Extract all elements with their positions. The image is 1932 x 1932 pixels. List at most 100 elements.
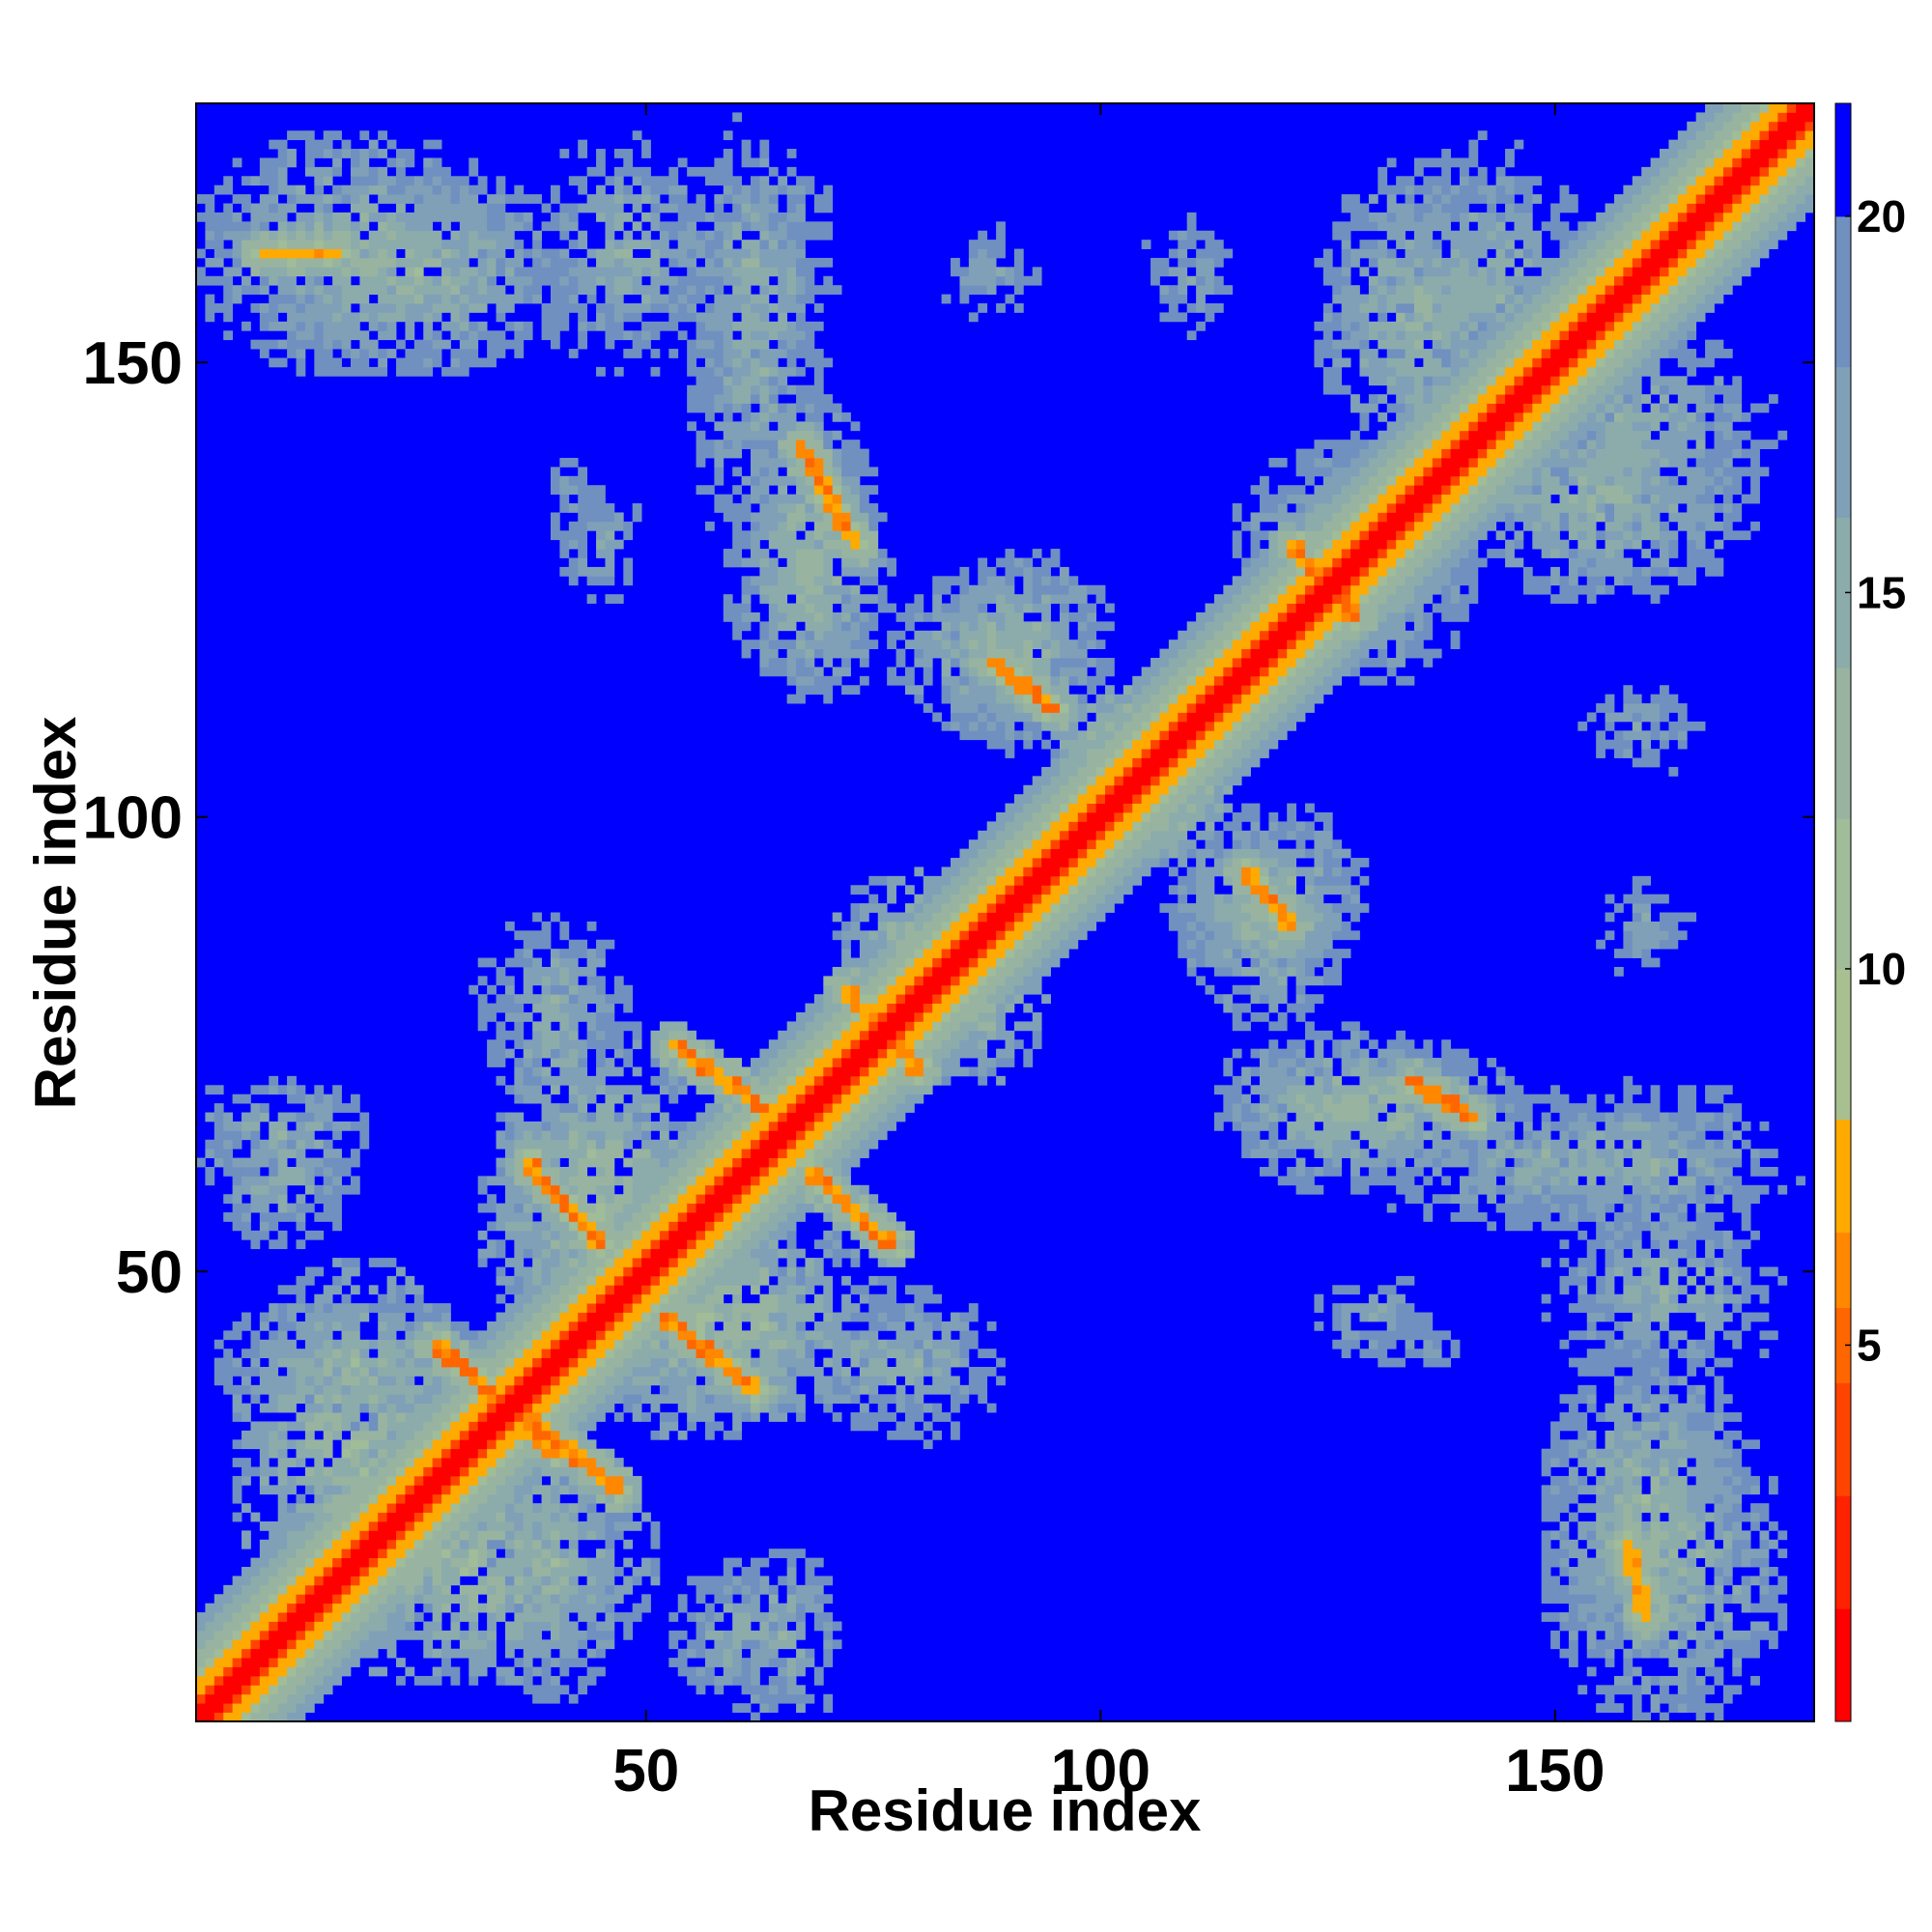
heatmap-cell <box>504 1176 515 1186</box>
heatmap-cell <box>223 1693 234 1704</box>
heatmap-cell <box>741 212 752 222</box>
heatmap-cell <box>359 1612 370 1622</box>
heatmap-cell <box>650 1530 661 1541</box>
heatmap-cell <box>386 1376 397 1386</box>
heatmap-cell <box>532 1003 542 1013</box>
heatmap-cell <box>568 1103 579 1113</box>
heatmap-cell <box>677 1039 688 1050</box>
heatmap-cell <box>514 285 525 296</box>
heatmap-cell <box>232 1512 242 1522</box>
heatmap-cell <box>632 221 642 232</box>
heatmap-cell <box>550 275 560 286</box>
heatmap-cell <box>596 1085 606 1095</box>
heatmap-cell <box>613 1466 624 1477</box>
heatmap-cell <box>687 1421 696 1432</box>
heatmap-cell <box>641 1130 651 1141</box>
heatmap-cell <box>469 1639 479 1650</box>
heatmap-cell <box>532 1139 542 1150</box>
heatmap-cell <box>269 1303 279 1313</box>
heatmap-cell <box>523 1412 533 1422</box>
heatmap-cell <box>704 1103 715 1113</box>
heatmap-cell <box>796 475 806 486</box>
heatmap-cell <box>586 1285 597 1295</box>
heatmap-cell <box>405 1557 415 1568</box>
heatmap-cell <box>586 1493 597 1504</box>
heatmap-cell <box>732 1194 743 1205</box>
heatmap-cell <box>441 1339 451 1350</box>
heatmap-cell <box>586 1339 597 1350</box>
heatmap-cell <box>768 1139 779 1150</box>
heatmap-cell <box>332 321 342 331</box>
heatmap-cell <box>668 1058 679 1067</box>
heatmap-cell <box>759 648 770 659</box>
heatmap-cell <box>550 1685 560 1695</box>
heatmap-cell <box>768 1176 779 1186</box>
heatmap-cell <box>287 1594 297 1605</box>
heatmap-cell <box>550 1312 560 1322</box>
heatmap-cell <box>477 1493 488 1504</box>
heatmap-cell <box>704 1666 715 1677</box>
heatmap-cell <box>514 1512 525 1522</box>
heatmap-cell <box>269 357 279 368</box>
heatmap-cell <box>469 357 479 368</box>
heatmap-cell <box>432 1603 442 1613</box>
heatmap-cell <box>232 1384 242 1395</box>
heatmap-cell <box>296 1275 306 1286</box>
heatmap-cell <box>559 1139 570 1150</box>
heatmap-cell <box>650 203 661 213</box>
heatmap-cell <box>659 1212 669 1222</box>
heatmap-cell <box>677 1058 688 1067</box>
heatmap-cell <box>477 1230 488 1240</box>
heatmap-cell <box>413 1584 424 1595</box>
heatmap-cell <box>496 994 506 1004</box>
heatmap-cell <box>687 1176 696 1186</box>
heatmap-cell <box>459 357 469 368</box>
heatmap-cell <box>659 1121 669 1131</box>
heatmap-cell <box>768 1685 779 1695</box>
heatmap-cell <box>196 1621 206 1632</box>
heatmap-cell <box>341 1293 352 1304</box>
heatmap-cell <box>487 1520 497 1531</box>
heatmap-cell <box>304 1275 315 1286</box>
heatmap-cell <box>432 1675 442 1686</box>
heatmap-cell <box>487 1630 497 1640</box>
heatmap-cell <box>586 1448 597 1459</box>
heatmap-cell <box>559 1112 570 1122</box>
heatmap-cell <box>751 1384 760 1395</box>
heatmap-cell <box>242 230 251 241</box>
heatmap-cell <box>541 1530 552 1541</box>
heatmap-cell <box>559 1021 570 1032</box>
heatmap-cell <box>768 403 779 413</box>
heatmap-cell <box>778 1157 788 1168</box>
heatmap-cell <box>532 1149 542 1158</box>
heatmap-cell <box>568 1248 579 1259</box>
heatmap-cell <box>242 1539 251 1549</box>
heatmap-cell <box>277 185 288 195</box>
heatmap-cell <box>477 1530 488 1541</box>
heatmap-cell <box>550 1421 560 1432</box>
heatmap-cell <box>523 1275 533 1286</box>
heatmap-cell <box>696 1258 706 1267</box>
heatmap-cell <box>277 1512 288 1522</box>
heatmap-cell <box>559 203 570 213</box>
heatmap-cell <box>304 1485 315 1495</box>
heatmap-cell <box>786 1567 797 1577</box>
heatmap-cell <box>559 1312 570 1322</box>
heatmap-cell <box>632 285 642 296</box>
heatmap-cell <box>586 1485 597 1495</box>
heatmap-cell <box>450 1475 461 1486</box>
heatmap-cell <box>269 1603 279 1613</box>
heatmap-cell <box>677 1157 688 1168</box>
heatmap-cell <box>759 448 770 459</box>
heatmap-cell <box>778 1203 788 1213</box>
heatmap-cell <box>586 1012 597 1022</box>
heatmap-cell <box>741 1312 752 1322</box>
heatmap-cell <box>487 1203 497 1213</box>
heatmap-cell <box>287 230 297 241</box>
heatmap-cell <box>696 1594 706 1605</box>
heatmap-cell <box>332 1367 342 1377</box>
heatmap-cell <box>341 1394 352 1405</box>
heatmap-cell <box>786 1212 797 1222</box>
heatmap-cell <box>332 240 342 249</box>
heatmap-cell <box>496 1021 506 1032</box>
